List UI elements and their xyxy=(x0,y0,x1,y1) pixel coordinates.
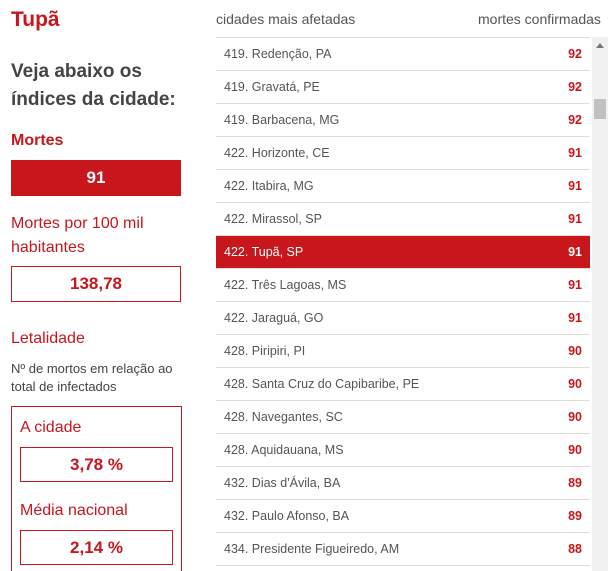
row-city: 419. Barbacena, MG xyxy=(224,113,340,127)
row-city: 419. Gravatá, PE xyxy=(224,80,320,94)
table-header-city: cidades mais afetadas xyxy=(216,11,356,27)
scrollbar-thumb[interactable] xyxy=(594,99,606,119)
table-header-deaths: mortes confirmadas xyxy=(478,11,601,27)
row-deaths: 90 xyxy=(568,443,582,457)
row-deaths: 91 xyxy=(568,212,582,226)
row-city: 422. Itabira, MG xyxy=(224,179,314,193)
row-city: 422. Três Lagoas, MS xyxy=(224,278,347,292)
table-row[interactable]: 432. Paulo Afonso, BA 89 xyxy=(216,500,590,533)
table-row-selected[interactable]: 422. Tupã, SP 91 xyxy=(216,236,590,269)
table-row[interactable]: 428. Piripiri, PI 90 xyxy=(216,335,590,368)
lethality-national-value: 2,14 % xyxy=(20,530,173,565)
row-city: 434. Presidente Figueiredo, AM xyxy=(224,542,400,556)
row-deaths: 91 xyxy=(568,179,582,193)
table-row[interactable]: 434. Presidente Figueiredo, AM 88 xyxy=(216,533,590,566)
row-city: 422. Mirassol, SP xyxy=(224,212,322,226)
row-city: 428. Navegantes, SC xyxy=(224,410,343,424)
row-city: 432. Paulo Afonso, BA xyxy=(224,509,350,523)
table-row[interactable]: 419. Redenção, PA 92 xyxy=(216,38,590,71)
table-row[interactable]: 422. Itabira, MG 91 xyxy=(216,170,590,203)
intro-text: Veja abaixo os índices da cidade: xyxy=(11,61,176,110)
row-deaths: 92 xyxy=(568,47,582,61)
row-deaths: 89 xyxy=(568,476,582,490)
table-row[interactable]: 419. Barbacena, MG 92 xyxy=(216,104,590,137)
table-row[interactable]: 428. Aquidauana, MS 90 xyxy=(216,434,590,467)
row-city: 428. Santa Cruz do Capibaribe, PE xyxy=(224,377,420,391)
row-deaths: 91 xyxy=(568,146,582,160)
table-row[interactable]: 422. Mirassol, SP 91 xyxy=(216,203,590,236)
row-city: 428. Piripiri, PI xyxy=(224,344,306,358)
row-deaths: 89 xyxy=(568,509,582,523)
scrollbar[interactable] xyxy=(592,37,608,571)
row-deaths: 92 xyxy=(568,80,582,94)
row-deaths: 91 xyxy=(568,311,582,325)
deaths-value: 91 xyxy=(11,160,181,196)
table-row[interactable]: 432. Dias d'Ávila, BA 89 xyxy=(216,467,590,500)
row-deaths: 91 xyxy=(568,278,582,292)
row-city: 428. Aquidauana, MS xyxy=(224,443,344,457)
table-row[interactable]: 422. Horizonte, CE 91 xyxy=(216,137,590,170)
lethality-description: Nº de mortos em relação ao total de infe… xyxy=(11,361,173,394)
table-row[interactable]: 419. Gravatá, PE 92 xyxy=(216,71,590,104)
lethality-city-label: A cidade xyxy=(20,419,82,436)
table-row[interactable]: 428. Navegantes, SC 90 xyxy=(216,401,590,434)
lethality-label: Letalidade xyxy=(11,330,85,347)
row-deaths: 90 xyxy=(568,410,582,424)
row-deaths: 90 xyxy=(568,377,582,391)
row-city: 419. Redenção, PA xyxy=(224,47,332,61)
deaths-label: Mortes xyxy=(11,132,64,149)
row-city: 422. Tupã, SP xyxy=(224,245,304,259)
table-row[interactable]: 428. Santa Cruz do Capibaribe, PE 90 xyxy=(216,368,590,401)
per100k-value: 138,78 xyxy=(11,266,181,302)
table-row[interactable]: 422. Três Lagoas, MS 91 xyxy=(216,269,590,302)
lethality-national-label: Média nacional xyxy=(20,502,128,519)
table-row[interactable]: 422. Jaraguá, GO 91 xyxy=(216,302,590,335)
row-deaths: 90 xyxy=(568,344,582,358)
lethality-panel: A cidade 3,78 % Média nacional 2,14 % xyxy=(11,406,182,571)
row-city: 422. Jaraguá, GO xyxy=(224,311,324,325)
row-city: 432. Dias d'Ávila, BA xyxy=(224,476,341,490)
city-title: Tupã xyxy=(11,8,60,31)
city-ranking-list[interactable]: 419. Redenção, PA 92 419. Gravatá, PE 92 419… xyxy=(216,37,590,571)
scroll-up-arrow-icon[interactable] xyxy=(596,43,604,48)
per100k-label: Mortes por 100 mil habitantes xyxy=(11,215,144,256)
row-deaths: 91 xyxy=(568,245,582,259)
row-deaths: 92 xyxy=(568,113,582,127)
lethality-city-value: 3,78 % xyxy=(20,447,173,482)
row-city: 422. Horizonte, CE xyxy=(224,146,330,160)
row-deaths: 88 xyxy=(568,542,582,556)
